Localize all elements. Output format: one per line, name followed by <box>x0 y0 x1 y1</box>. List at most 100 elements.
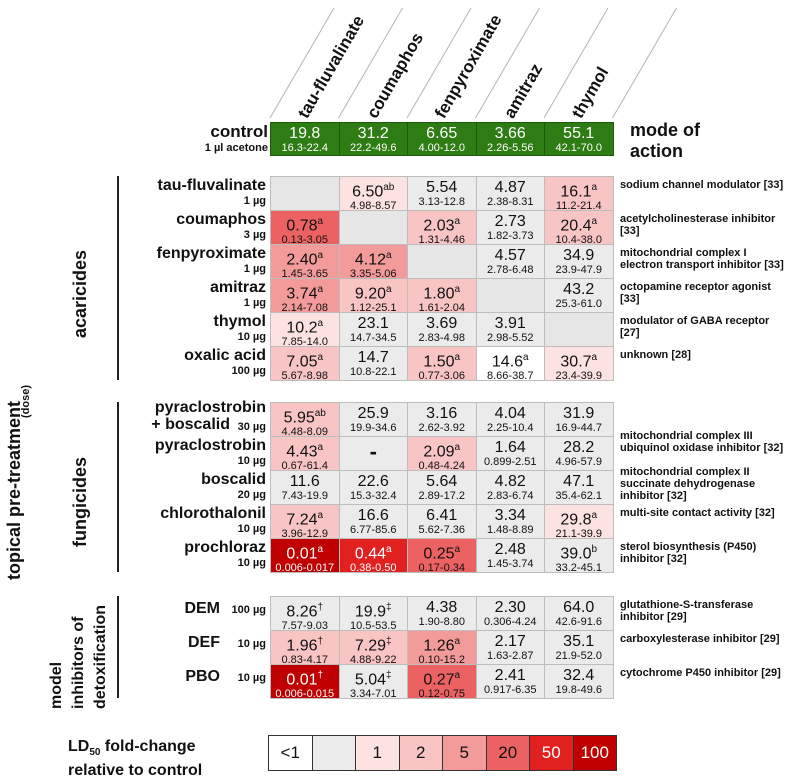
group-bracket <box>117 402 119 572</box>
heat-cell: 30.7a 23.4-39.9 <box>544 346 614 381</box>
cell-ci: 1.45-3.74 <box>487 558 534 570</box>
empty-cell <box>475 278 545 313</box>
cell-value: 5.54 <box>426 179 458 196</box>
cell-value: 30.7a <box>560 352 598 371</box>
cell-ci: 0.10-15.2 <box>418 654 465 665</box>
heat-cell: 28.2 4.96-57.9 <box>544 436 614 471</box>
cell-ci: 0.17-0.34 <box>418 562 465 573</box>
heat-cell: 22.6 15.3-32.4 <box>338 470 408 505</box>
heat-cell: 39.0b 33.2-45.1 <box>544 538 614 573</box>
legend-title-ld: LD <box>68 738 90 755</box>
cell-ci: 3.96-12.9 <box>281 528 328 539</box>
column-guide-line <box>475 7 540 119</box>
legend-bin: 50 <box>529 735 574 771</box>
heat-cell: 5.04‡ 3.34-7.01 <box>338 664 408 699</box>
group-bracket <box>117 176 119 380</box>
cell-value: 25.9 <box>357 405 389 422</box>
row-name: DEM <box>184 600 220 617</box>
cell-significance: ‡ <box>386 636 392 647</box>
heat-cell: 5.95ab 4.48-8.09 <box>270 402 340 437</box>
cell-ci: 5.62-7.36 <box>418 524 465 536</box>
cell-significance: a <box>591 510 598 521</box>
row-axis-sublabel: (dose) <box>20 385 32 418</box>
cell-significance: b <box>591 544 598 555</box>
heat-cell: 10.2a 7.85-14.0 <box>270 312 340 347</box>
cell-ci: 33.2-45.1 <box>555 562 602 573</box>
cell-value: 32.4 <box>563 667 595 684</box>
cell-significance: ‡ <box>386 602 392 613</box>
row-dose: 3 µg <box>243 229 266 241</box>
cell-value: 11.6 <box>289 473 320 490</box>
column-guide-line <box>269 7 335 119</box>
heat-cell: 2.41 0.917-6.35 <box>475 664 545 699</box>
row-name: PBO <box>185 668 220 685</box>
heat-cell: 2.17 1.63-2.87 <box>475 630 545 665</box>
heat-cell: 7.05a 5.67-8.98 <box>270 346 340 381</box>
cell-ci: 35.4-62.1 <box>555 490 602 502</box>
group-bracket <box>117 596 119 698</box>
cell-significance: a <box>386 284 392 295</box>
cell-value: 2.17 <box>494 633 526 650</box>
control-cell: 19.8 16.3-22.4 <box>270 122 340 156</box>
cell-value: 2.03a <box>423 216 461 235</box>
heat-cell: 4.43a 0.67-61.4 <box>270 436 340 471</box>
cell-ci: 4.96-57.9 <box>555 456 602 468</box>
cell-significance: a <box>454 352 461 363</box>
cell-value: 2.09a <box>423 442 461 461</box>
cell-significance: a <box>317 250 324 261</box>
heat-cell: 32.4 19.8-49.6 <box>544 664 614 699</box>
heat-cell: 0.25a 0.17-0.34 <box>407 538 477 573</box>
cell-value: 16.1a <box>560 182 598 201</box>
heat-cell: 4.12a 3.35-5.06 <box>338 244 408 279</box>
mode-of-action-text: carboxylesterase inhibitor [29] <box>620 633 780 645</box>
cell-ci: 0.48-4.24 <box>418 460 465 471</box>
heat-cell: 1.50a 0.77-3.06 <box>407 346 477 381</box>
column-header-guides <box>269 7 677 119</box>
cell-value: 1.64 <box>494 439 526 456</box>
cell-value: 0.44a <box>354 544 392 563</box>
cell-ci: 0.83-4.17 <box>281 654 328 665</box>
control-ci: 42.1-70.0 <box>555 142 602 154</box>
legend-title-rest: fold-change <box>100 738 196 755</box>
cell-ci: 10.4-38.0 <box>555 234 602 245</box>
heat-cell: 1.96† 0.83-4.17 <box>270 630 340 665</box>
cell-value: 20.4a <box>560 216 598 235</box>
legend-title: LD50 fold-change relative to control <box>68 738 268 780</box>
heat-cell: 5.64 2.89-17.2 <box>407 470 477 505</box>
heat-cell: 1.26a 0.10-15.2 <box>407 630 477 665</box>
cell-ci: 4.98-8.57 <box>350 200 397 211</box>
cell-ci: 0.12-0.75 <box>418 688 465 699</box>
cell-ci: 10.8-22.1 <box>350 366 397 378</box>
heat-cell: 64.0 42.6-91.6 <box>544 596 614 631</box>
row-name: thymol <box>213 313 266 330</box>
empty-cell <box>270 176 340 211</box>
cell-ci: 6.77-85.6 <box>350 524 397 536</box>
heat-cell: 6.50ab 4.98-8.57 <box>338 176 408 211</box>
cell-significance: a <box>454 284 461 295</box>
control-cell: 55.1 42.1-70.0 <box>544 122 614 156</box>
cell-ci: 0.306-4.24 <box>483 616 537 628</box>
cell-significance: a <box>454 442 461 453</box>
legend-bin: 20 <box>485 735 530 771</box>
column-guide-line <box>406 7 472 119</box>
cell-significance: † <box>317 636 324 647</box>
cell-significance: a <box>591 352 598 363</box>
row-dose: 1 µg <box>243 195 266 207</box>
cell-ci: 5.67-8.98 <box>281 370 328 381</box>
heat-cell: 0.78a 0.13-3.05 <box>270 210 340 245</box>
cell-value: 14.6a <box>491 352 529 371</box>
cell-ci: 19.8-49.6 <box>555 684 602 696</box>
cell-ci: 2.89-17.2 <box>418 490 465 502</box>
legend-bin: 100 <box>572 735 617 771</box>
cell-ci: 3.35-5.06 <box>350 268 397 279</box>
heat-cell: 35.1 21.9-52.0 <box>544 630 614 665</box>
cell-ci: 11.2-21.4 <box>555 200 602 211</box>
cell-ci: 3.13-12.8 <box>418 196 465 208</box>
cell-value: 0.25a <box>423 544 461 563</box>
cell-value: 39.0b <box>560 544 598 563</box>
heat-cell: 3.34 1.48-8.89 <box>475 504 545 539</box>
cell-ci: 1.45-3.65 <box>281 268 328 279</box>
heat-cell: 7.29‡ 4.88-9.22 <box>338 630 408 665</box>
cell-ci: 42.6-91.6 <box>555 616 602 628</box>
cell-ci: 0.899-2.51 <box>483 456 537 468</box>
